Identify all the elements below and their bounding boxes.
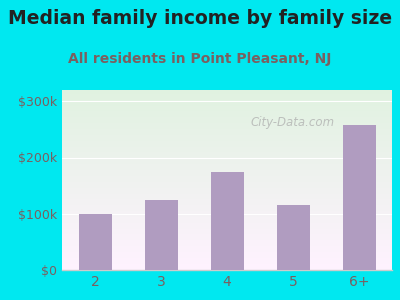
Text: Median family income by family size: Median family income by family size (8, 9, 392, 28)
Bar (276, 205, 310, 270)
Bar (78, 214, 112, 270)
Bar (210, 172, 244, 270)
Bar (342, 125, 376, 270)
Text: All residents in Point Pleasant, NJ: All residents in Point Pleasant, NJ (68, 52, 332, 67)
Text: City-Data.com: City-Data.com (251, 116, 335, 129)
Bar (144, 200, 178, 270)
